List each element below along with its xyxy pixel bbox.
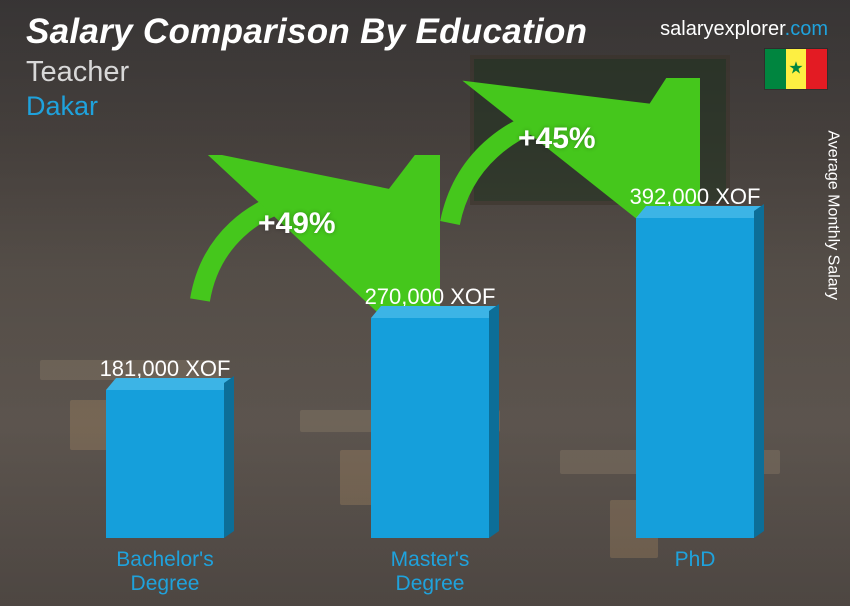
x-axis-labels: Bachelor'sDegree Master'sDegree PhD [90,548,770,596]
brand-name: salaryexplorer [660,18,785,40]
x-axis-label: Master'sDegree [355,548,505,596]
brand-tld: .com [785,18,828,40]
bar-top-face [106,378,234,390]
flag-stripe-green [765,49,786,89]
flag-stripe-yellow: ★ [786,49,807,89]
bar-front-face [371,318,489,538]
increase-pct-2: +45% [518,122,596,156]
job-title: Teacher [26,56,824,89]
x-axis-label: Bachelor'sDegree [90,548,240,596]
brand-watermark: salaryexplorer.com [660,18,828,41]
flag-star-icon: ★ [788,59,803,79]
bar-chart: 181,000 XOF 270,000 XOF 392,000 XOF [90,158,770,538]
bar-side-face [489,304,499,538]
flag-stripe-red [806,49,827,89]
bar-column: 181,000 XOF [90,356,240,538]
bar [371,318,489,538]
bar-side-face [754,204,764,538]
bar [106,390,224,538]
bar-column: 270,000 XOF [355,284,505,538]
bar-column: 392,000 XOF [620,184,770,538]
bar [636,218,754,538]
bar-side-face [224,376,234,538]
y-axis-label: Average Monthly Salary [824,130,842,300]
location: Dakar [26,91,824,122]
country-flag-senegal: ★ [764,48,828,90]
bar-top-face [371,306,499,318]
x-axis-label: PhD [620,548,770,596]
bar-front-face [636,218,754,538]
bar-front-face [106,390,224,538]
bar-top-face [636,206,764,218]
